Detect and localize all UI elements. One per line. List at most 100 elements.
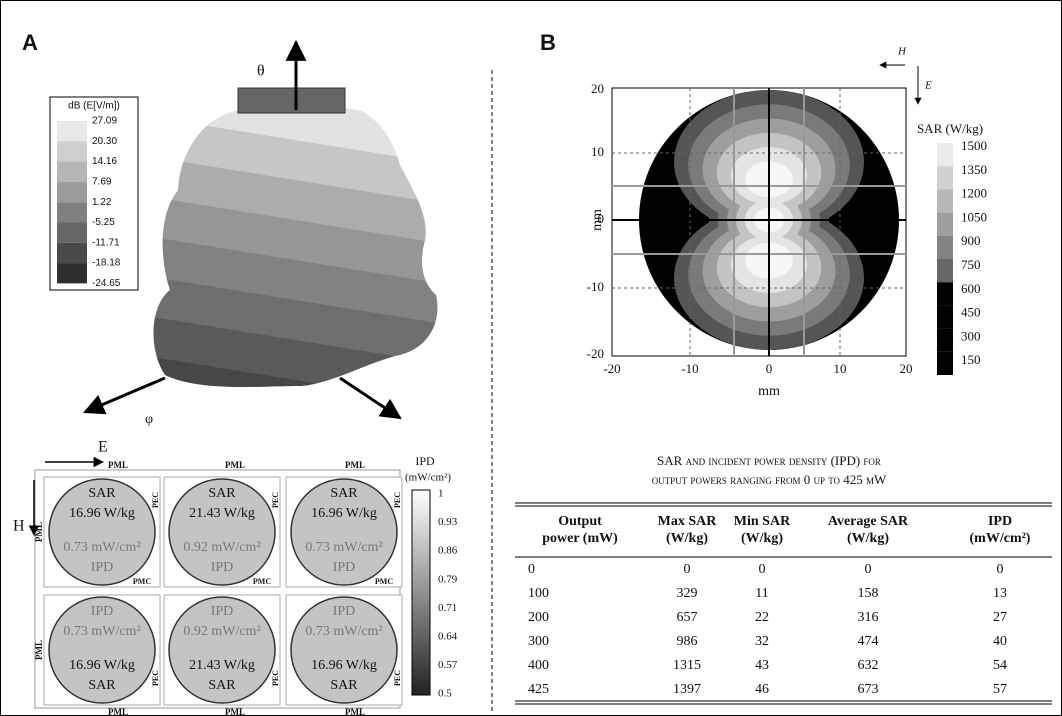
cell-text: 21.43 W/kg [189, 506, 255, 521]
cell-text: IPD [211, 604, 234, 619]
colorbar-swatch [937, 236, 953, 259]
cell-text: 16.96 W/kg [311, 658, 377, 673]
colorbar-tick-label: 150 [961, 352, 981, 367]
legend-tick-label: -11.71 [92, 237, 120, 248]
table-cell: 46 [755, 682, 769, 697]
colorbar-tick-label: 600 [961, 281, 981, 296]
table-cell: 13 [993, 586, 1007, 601]
colorbar-tick-label: 900 [961, 233, 981, 248]
cell-text: SAR [330, 678, 358, 693]
y-tick-label: 10 [591, 144, 604, 159]
legend-swatch [57, 243, 87, 263]
colorbar-tick-label: 300 [961, 328, 981, 343]
table-cell: 22 [755, 610, 769, 625]
colorbar-tick-label: 0.5 [438, 688, 452, 700]
table-header: Output [558, 514, 602, 529]
boundary-label: PML [225, 707, 245, 716]
legend-tick-label: 20.30 [92, 136, 117, 147]
cell-text: 0.92 mW/cm² [183, 540, 260, 555]
field-label: H [897, 46, 907, 58]
legend-swatch [57, 141, 87, 161]
table-cell: 54 [993, 658, 1007, 673]
boundary-label: PML [34, 522, 44, 542]
cell-text: 0.73 mW/cm² [305, 624, 382, 639]
colorbar [412, 490, 430, 695]
cell-text: 0.73 mW/cm² [305, 540, 382, 555]
legend-swatch [57, 162, 87, 182]
boundary-label: PMC [253, 577, 271, 586]
colorbar-swatch [937, 305, 953, 328]
field-label: E [924, 80, 932, 92]
boundary-label: PML [108, 707, 128, 716]
colorbar-swatch [937, 259, 953, 282]
boundary-label: PEC [393, 492, 402, 508]
table-cell: 0 [759, 562, 766, 577]
x-tick-label: 10 [834, 361, 847, 376]
legend-swatch [57, 202, 87, 222]
legend-swatch [57, 263, 87, 283]
table-cell: 316 [858, 610, 879, 625]
cell-text: 21.43 W/kg [189, 658, 255, 673]
table-cell: 300 [528, 634, 549, 649]
cell-text: IPD [333, 604, 356, 619]
legend-swatch [57, 223, 87, 243]
panel-label: B [540, 30, 556, 55]
table-header: (W/kg) [666, 531, 708, 546]
table-caption: SAR and incident power density (IPD) for [657, 453, 881, 468]
table-cell: 43 [755, 658, 769, 673]
table-cell: 1397 [673, 682, 701, 697]
table-header: power (mW) [542, 531, 618, 546]
figure: A B θ φ dB (E[V/m]) E H IPD (mW/cm²) mm … [0, 0, 1062, 716]
boundary-label: PML [225, 460, 245, 470]
cell-text: 0.73 mW/cm² [63, 624, 140, 639]
axis-label: θ [257, 63, 265, 80]
legend-tick-label: -24.65 [92, 278, 121, 289]
table-cell: 1315 [673, 658, 701, 673]
boundary-label: PEC [393, 670, 402, 686]
table-header: Max SAR [658, 514, 718, 529]
cell-text: IPD [211, 560, 234, 575]
colorbar-tick-label: 0.57 [438, 659, 458, 671]
cell-text: 16.96 W/kg [69, 506, 135, 521]
cell-text: IPD [91, 560, 114, 575]
table-cell: 0 [997, 562, 1004, 577]
table-cell: 0 [528, 562, 535, 577]
table-cell: 11 [755, 586, 768, 601]
table-header: Min SAR [734, 514, 791, 529]
cell-text: SAR [208, 678, 236, 693]
cell-text: 16.96 W/kg [69, 658, 135, 673]
cell-text: 0.92 mW/cm² [183, 624, 260, 639]
cell-text: 0.73 mW/cm² [63, 540, 140, 555]
y-tick-label: 0 [598, 211, 605, 226]
x-tick-label: 0 [766, 361, 773, 376]
cell-text: SAR [88, 678, 116, 693]
cell-text: 16.96 W/kg [311, 506, 377, 521]
table-caption: output powers ranging from 0 up to 425 m… [652, 472, 887, 487]
table-cell: 0 [865, 562, 872, 577]
table-cell: 400 [528, 658, 549, 673]
legend-swatch [57, 182, 87, 202]
cell-text: SAR [208, 486, 236, 501]
colorbar-swatch [937, 352, 953, 375]
colorbar-tick-label: 0.71 [438, 602, 457, 614]
cell-text: SAR [88, 486, 116, 501]
table-cell: 200 [528, 610, 549, 625]
colorbar-tick-label: 1200 [961, 186, 987, 201]
table-cell: 632 [858, 658, 879, 673]
colorbar-tick-label: 0.64 [438, 631, 458, 643]
table-cell: 57 [993, 682, 1007, 697]
legend-tick-label: 14.16 [92, 156, 117, 167]
boundary-label: PML [108, 460, 128, 470]
table-cell: 32 [755, 634, 769, 649]
boundary-label: PML [34, 640, 44, 660]
cell-text: IPD [333, 560, 356, 575]
colorbar-tick-label: 450 [961, 305, 981, 320]
table-cell: 0 [684, 562, 691, 577]
table-header: (W/kg) [741, 531, 783, 546]
colorbar-swatch [937, 329, 953, 352]
field-label: E [98, 439, 108, 456]
colorbar-swatch [937, 189, 953, 212]
colorbar-tick-label: 0.79 [438, 573, 458, 585]
table-cell: 27 [993, 610, 1007, 625]
boundary-label: PML [345, 460, 365, 470]
